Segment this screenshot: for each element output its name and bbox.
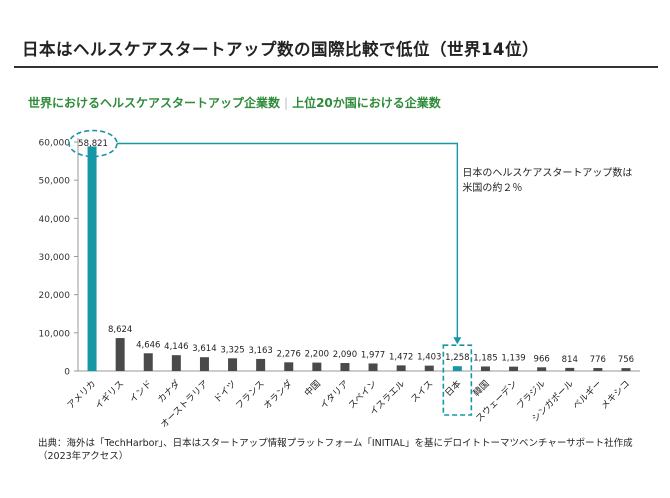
value-label: 4,146	[164, 342, 188, 352]
category-label: メキシコ	[600, 379, 633, 412]
category-label: 中国	[302, 378, 323, 399]
bar	[228, 358, 238, 371]
bar	[368, 363, 378, 371]
annotation-group: 日本のヘルスケアスタートアップ数は 米国の約２％	[68, 129, 632, 416]
category-label: インド	[128, 379, 154, 405]
value-label: 8,624	[108, 325, 132, 335]
category-label: イタリア	[318, 378, 351, 411]
bar	[396, 365, 406, 371]
value-label: 1,977	[361, 350, 385, 360]
source-note: 出典：海外は「TechHarbor」、日本はスタートアップ情報プラットフォーム「…	[38, 437, 633, 463]
category-label: オーストラリア	[159, 378, 211, 430]
bar	[424, 365, 434, 371]
value-label: 2,200	[305, 350, 329, 360]
bar	[312, 362, 322, 371]
y-tick-label: 20,000	[39, 291, 71, 301]
subtitle-left: 世界におけるヘルスケアスタートアップ企業数	[28, 96, 281, 110]
source-line-1: 出典：海外は「TechHarbor」、日本はスタートアップ情報プラットフォーム「…	[38, 438, 633, 449]
category-label: 韓国	[471, 378, 492, 399]
value-label: 966	[534, 354, 550, 364]
source-line-2: （2023年アクセス）	[38, 451, 129, 462]
value-label: 1,403	[417, 353, 441, 363]
y-tick-label: 60,000	[39, 139, 71, 149]
category-label: イギリス	[93, 378, 126, 411]
bar	[284, 362, 294, 371]
y-tick-label: 50,000	[39, 177, 71, 187]
subtitle-separator: |	[284, 96, 289, 110]
bar	[340, 363, 350, 371]
title-divider	[14, 66, 658, 68]
annotation-line-2: 米国の約２％	[462, 181, 522, 194]
category-label: ドイツ	[212, 379, 238, 405]
value-label: 814	[562, 355, 578, 365]
bar	[143, 353, 153, 371]
category-label: オランダ	[261, 378, 295, 412]
category-label: ベルギー	[571, 378, 604, 411]
value-label: 3,325	[220, 345, 244, 355]
category-label: スイス	[409, 379, 435, 405]
y-tick-label: 40,000	[39, 215, 71, 225]
bar	[621, 368, 631, 371]
bar	[199, 357, 209, 371]
y-tick-label: 0	[64, 368, 70, 378]
bar	[565, 367, 575, 371]
value-label: 2,276	[277, 349, 301, 359]
category-label: フランス	[234, 378, 267, 411]
value-labels: 8,624 4,646 4,146 3,614 3,325 3,163 2,276 2,200…	[78, 139, 634, 365]
bar	[256, 358, 266, 371]
connector-arrow-line	[117, 142, 459, 339]
bar	[509, 366, 519, 371]
category-label: カナダ	[155, 378, 183, 406]
category-label: アメリカ	[65, 378, 98, 411]
category-label: 日本	[442, 378, 463, 399]
value-label: 2,090	[333, 350, 357, 360]
bar	[593, 368, 603, 371]
bar	[87, 146, 97, 371]
subtitle-right: 上位20か国における企業数	[292, 96, 441, 110]
value-label: 58,821	[78, 139, 108, 149]
bar	[480, 366, 490, 371]
bar	[171, 355, 181, 371]
annotation-line-1: 日本のヘルスケアスタートアップ数は	[462, 166, 632, 179]
y-tick-label: 10,000	[39, 329, 71, 339]
value-label: 1,139	[501, 354, 525, 364]
value-label: 1,472	[389, 352, 413, 362]
y-tick-label: 30,000	[39, 253, 71, 263]
bars	[87, 146, 631, 371]
bar	[452, 366, 462, 371]
value-label: 1,258	[445, 353, 469, 363]
chart-subtitle: 世界におけるヘルスケアスタートアップ企業数 | 上位20か国における企業数	[28, 94, 441, 111]
bar	[537, 367, 547, 371]
value-label: 1,185	[473, 353, 497, 363]
value-label: 756	[618, 355, 634, 365]
value-label: 3,614	[192, 344, 216, 354]
value-label: 4,646	[136, 340, 160, 350]
japan-highlight-box	[442, 344, 473, 416]
bar	[115, 338, 125, 371]
value-label: 776	[590, 355, 606, 365]
page-title: 日本はヘルスケアスタートアップ数の国際比較で低位（世界14位）	[22, 40, 539, 59]
value-label: 3,163	[248, 346, 272, 356]
y-axis: 0 10,000 20,000 30,000 40,000 50,000 60,000	[39, 138, 640, 378]
arrowhead	[453, 337, 462, 345]
